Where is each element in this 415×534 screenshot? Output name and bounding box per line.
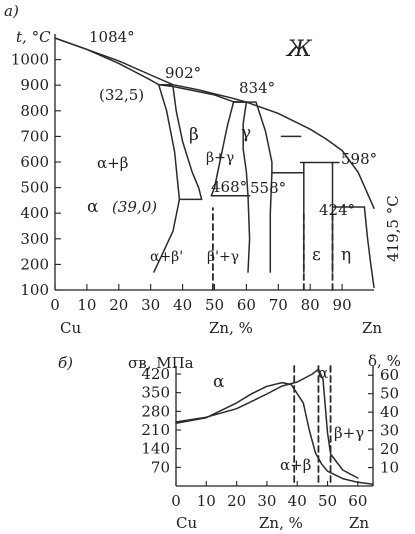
temp-label-598: 598°: [341, 150, 377, 168]
phase-boundary-beta-right-boundary: [210, 101, 235, 197]
temp-label-1084: 1084°: [89, 28, 135, 46]
phase-boundary-gamma-right-boundary: [255, 101, 273, 273]
panel-a-x-tick-label: 70: [269, 296, 288, 314]
phase-label-epsilon: ε: [312, 245, 321, 265]
panel-a-y-tick-label: 900: [20, 76, 49, 94]
phase-boundary-alpha-solvus: [153, 83, 181, 273]
phase-label-beta: β: [189, 125, 199, 145]
liquid-region-label: Ж: [285, 37, 313, 62]
panel-a-y-tick-label: 200: [20, 255, 49, 273]
panel-a-y-tick-label: 700: [20, 127, 49, 145]
panel-b-left-tick-label: 420: [141, 365, 170, 383]
panel-a-x-tick-label: 10: [77, 296, 96, 314]
phase-boundary-beta-left-boundary: [172, 85, 203, 201]
panel-a-x-tick-label: 80: [301, 296, 320, 314]
panel-b-right-tick-label: 30: [380, 422, 399, 440]
panel-b-x-tick-label: 30: [257, 492, 276, 510]
temp-label-468: 468°: [211, 178, 247, 196]
panel-b-x-ticks: 0 10 20 30 40 50 60: [171, 481, 367, 510]
panel-a-x-tick-label: 90: [333, 296, 352, 314]
temp-label-424: 424°: [319, 201, 355, 219]
phase-label-beta-gamma: β+γ: [206, 150, 234, 166]
temp-label-419-5: 419,5 °C: [384, 195, 402, 262]
temp-label-902: 902°: [165, 64, 201, 82]
panel-a-x-tick-label: 50: [205, 296, 224, 314]
panel-a-y-ticks: 100 200 300 400 500 600 700 800 900 1000: [11, 51, 61, 299]
panel-b-beta-gamma-label: β+γ: [334, 424, 364, 442]
phase-diagram-panel: а) t, °C Ж 10020030040050060070080090010…: [4, 2, 402, 337]
phase-boundary-eta-boundary: [363, 206, 375, 289]
panel-a-y-tick-label: 1000: [11, 51, 49, 69]
phase-label-alpha-beta: α+β: [97, 154, 128, 172]
phase-label-alpha-beta-prime: α+β': [150, 249, 183, 265]
panel-a-x-ticks: 0 10 20 30 40 50 60 70 80 90: [50, 284, 352, 314]
panel-b-label: б): [58, 354, 73, 372]
panel-b-left-tick-label: 210: [141, 421, 170, 439]
panel-b-left-tick-label: 280: [141, 402, 170, 420]
panel-b-x-tick-label: 60: [348, 492, 367, 510]
panel-a-y-tick-label: 300: [20, 230, 49, 248]
panel-b-x-tick-label: 50: [318, 492, 337, 510]
panel-b-left-tick-label: 70: [151, 458, 170, 476]
panel-a-y-tick-label: 800: [20, 102, 49, 120]
panel-a-y-axis-title: t, °C: [16, 28, 51, 46]
panel-b-left-tick-label: 350: [141, 384, 170, 402]
panel-a-y-tick-label: 400: [20, 204, 49, 222]
panel-a-y-tick-label: 500: [20, 179, 49, 197]
temp-label-558: 558°: [250, 179, 286, 197]
panel-b-right-tick-label: 40: [380, 403, 399, 421]
panel-b-right-tick-label: 60: [380, 366, 399, 384]
phase-boundary-liquidus: [54, 37, 375, 209]
panel-b-alpha-beta-label: α+β: [280, 456, 311, 474]
panel-b-zn-percent-label: Zn, %: [259, 514, 303, 532]
elongation-curve: [175, 381, 374, 485]
panel-a-y-tick-label: 100: [20, 281, 49, 299]
panel-b-left-tick-label: 140: [141, 440, 170, 458]
panel-a-y-tick-label: 600: [20, 153, 49, 171]
panel-b-right-tick-label: 20: [380, 440, 399, 458]
tensile-strength-curve: [175, 368, 359, 479]
phase-label-beta-prime-gamma: β'+γ: [207, 249, 239, 265]
panel-b-alpha-label: α: [213, 372, 225, 392]
phase-boundary-solidus: [54, 37, 248, 103]
phase-boundary-gamma-left-boundary: [242, 101, 251, 273]
panel-b-alpha-prime-label: α': [318, 364, 332, 382]
panel-a-cu-label: Cu: [60, 319, 81, 337]
panel-b-right-tick-label: 10: [380, 459, 399, 477]
panel-b-zn-label: Zn: [349, 514, 369, 532]
panel-a-label: а): [4, 2, 19, 20]
panel-b-x-tick-label: 20: [227, 492, 246, 510]
panel-b-right-tick-label: 50: [380, 385, 399, 403]
panel-a-x-tick-label: 20: [109, 296, 128, 314]
panel-b-x-tick-label: 10: [197, 492, 216, 510]
panel-b-x-tick-label: 0: [171, 492, 181, 510]
panel-b-x-tick-label: 40: [288, 492, 307, 510]
panel-a-x-tick-label: 30: [141, 296, 160, 314]
composition-label-32-5: (32,5): [99, 86, 144, 104]
panel-a-zn-percent-label: Zn, %: [209, 319, 253, 337]
panel-a-x-tick-label: 40: [173, 296, 192, 314]
phase-label-eta: η: [341, 245, 351, 265]
phase-label-gamma: γ: [241, 123, 251, 143]
panel-b-cu-label: Cu: [176, 514, 197, 532]
panel-a-zn-label: Zn: [362, 319, 382, 337]
composition-label-39-0: (39,0): [112, 198, 157, 216]
phase-label-alpha: α: [87, 197, 99, 217]
panel-a-x-tick-label: 60: [237, 296, 256, 314]
panel-a-x-tick-label: 0: [50, 296, 60, 314]
panel-b-left-axis-title: σв, МПа: [128, 354, 194, 372]
panel-b-right-axis-title: δ, %: [368, 352, 401, 370]
temp-label-834: 834°: [239, 79, 275, 97]
